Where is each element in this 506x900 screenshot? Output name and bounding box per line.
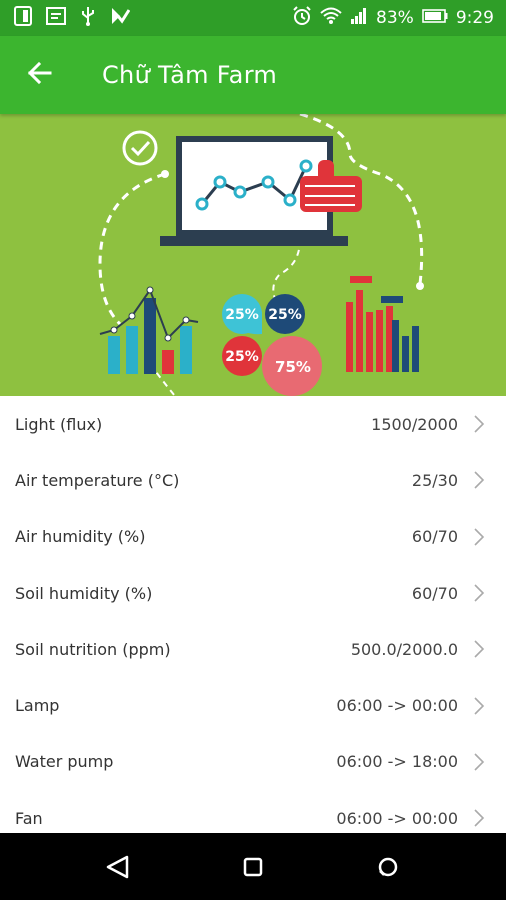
row-label: Water pump xyxy=(15,752,114,772)
sim-card-icon xyxy=(14,6,32,30)
wifi-icon xyxy=(320,7,342,30)
thumbs-up-icon xyxy=(300,160,362,212)
row-value: 25/30 xyxy=(411,470,458,490)
chevron-right-icon xyxy=(474,697,485,715)
row-value: 500.0/2000.0 xyxy=(350,639,458,659)
usb-icon xyxy=(80,6,96,30)
signal-icon xyxy=(350,7,368,30)
text-file-icon xyxy=(46,6,66,30)
banner-illustration: 25% 25% 25% 75% xyxy=(0,114,506,396)
home-square-icon xyxy=(243,857,263,876)
clock: 9:29 xyxy=(455,8,494,28)
check-circle-icon xyxy=(122,130,158,166)
readings-list: Light (flux) 1500/2000 Air temperature (… xyxy=(0,396,506,833)
list-item-soil-nutrition[interactable]: Soil nutrition (ppm) 500.0/2000.0 xyxy=(0,621,506,677)
row-label: Light (flux) xyxy=(15,414,103,434)
pie-chart-illustration: 25% 25% 25% 75% xyxy=(222,294,322,396)
page-title: Chữ Tâm Farm xyxy=(102,61,278,89)
list-item-air-humidity[interactable]: Air humidity (%) 60/70 xyxy=(0,509,506,565)
chevron-right-icon xyxy=(474,528,485,546)
row-value: 06:00 -> 00:00 xyxy=(336,808,458,828)
row-label: Soil nutrition (ppm) xyxy=(15,639,171,659)
row-value: 06:00 -> 00:00 xyxy=(336,696,458,716)
row-label: Fan xyxy=(15,808,43,828)
arrow-left-icon xyxy=(27,60,53,90)
pie-label-2: 25% xyxy=(268,307,302,323)
row-label: Lamp xyxy=(15,696,60,716)
list-item-soil-humidity[interactable]: Soil humidity (%) 60/70 xyxy=(0,565,506,621)
chevron-right-icon xyxy=(474,809,485,827)
back-button[interactable] xyxy=(0,36,80,114)
chevron-right-icon xyxy=(474,471,485,490)
row-label: Air temperature (°C) xyxy=(15,470,180,490)
row-label: Soil humidity (%) xyxy=(15,583,153,603)
chevron-right-icon xyxy=(474,584,485,602)
list-item-light[interactable]: Light (flux) 1500/2000 xyxy=(0,396,506,452)
row-value: 60/70 xyxy=(411,527,458,547)
pie-label-4: 75% xyxy=(275,358,311,376)
back-triangle-icon xyxy=(106,855,128,878)
list-item-air-temperature[interactable]: Air temperature (°C) 25/30 xyxy=(0,452,506,508)
alarm-icon xyxy=(292,5,312,31)
right-bar-chart xyxy=(346,276,419,372)
row-label: Air humidity (%) xyxy=(15,527,146,547)
nav-home-button[interactable] xyxy=(223,837,283,897)
system-nav-bar xyxy=(0,833,506,900)
nav-back-button[interactable] xyxy=(88,837,148,897)
recents-icon xyxy=(379,857,398,876)
app-bar: Chữ Tâm Farm xyxy=(0,36,506,114)
status-bar: 83% 9:29 xyxy=(0,0,506,36)
row-value: 06:00 -> 18:00 xyxy=(336,752,458,772)
chevron-right-icon xyxy=(474,640,485,658)
nav-recents-button[interactable] xyxy=(358,837,418,897)
battery-icon xyxy=(422,8,448,28)
row-value: 1500/2000 xyxy=(371,414,458,434)
battery-percent: 83% xyxy=(376,8,414,28)
list-item-fan[interactable]: Fan 06:00 -> 00:00 xyxy=(0,790,506,833)
chevron-right-icon xyxy=(474,415,485,433)
checklist-app-icon xyxy=(110,6,131,30)
list-item-lamp[interactable]: Lamp 06:00 -> 00:00 xyxy=(0,677,506,733)
left-bar-chart xyxy=(99,286,199,374)
row-value: 60/70 xyxy=(411,583,458,603)
pie-label-3: 25% xyxy=(225,349,259,365)
list-item-water-pump[interactable]: Water pump 06:00 -> 18:00 xyxy=(0,734,506,790)
pie-label-1: 25% xyxy=(225,307,259,323)
chevron-right-icon xyxy=(474,753,485,771)
